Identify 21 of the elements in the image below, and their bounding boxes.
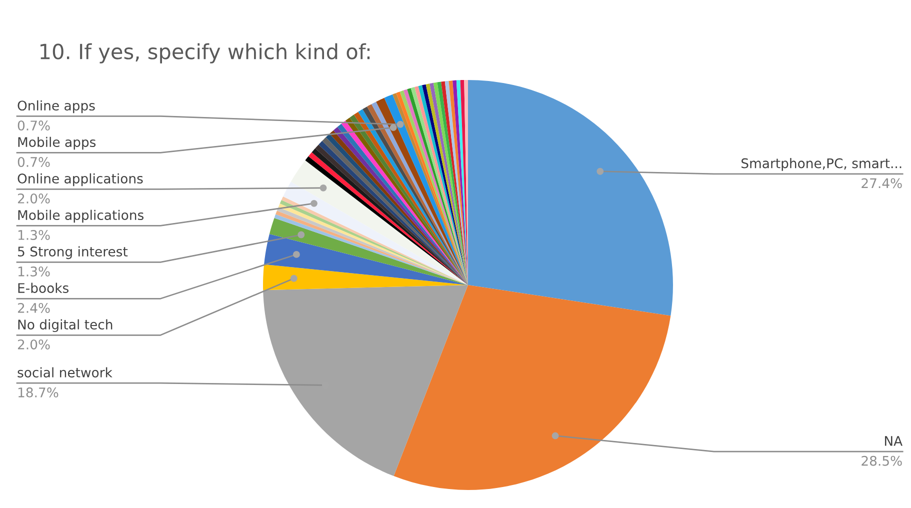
data-label: 2.0% (18, 339, 50, 350)
slice-label: No digital tech (18, 319, 112, 332)
slice-label: Online apps (18, 100, 95, 114)
data-label: 2.0% (18, 194, 50, 204)
data-label: 0.7% (18, 157, 50, 167)
data-label: 27.4% (862, 178, 902, 188)
data-label: 1.3% (18, 266, 50, 276)
slice-label: E-books (18, 282, 69, 294)
data-label: 0.7% (18, 120, 50, 130)
slice-label: NA (884, 436, 902, 446)
slice-label: Smartphone,PC, smart... (742, 158, 902, 171)
slice-label: Mobile apps (18, 136, 96, 150)
slice-label: social network (18, 367, 112, 378)
slice-label: Mobile applications (18, 210, 144, 223)
data-label: 2.4% (18, 302, 50, 313)
slice-label: Online applications (18, 173, 143, 186)
slice-label: 5 Strong interest (18, 246, 128, 260)
data-label: 1.3% (18, 230, 50, 240)
data-label: 28.5% (862, 456, 902, 466)
data-label: 18.7% (18, 387, 58, 398)
chart-title: 10. If yes, specify which kind of: (40, 43, 370, 64)
